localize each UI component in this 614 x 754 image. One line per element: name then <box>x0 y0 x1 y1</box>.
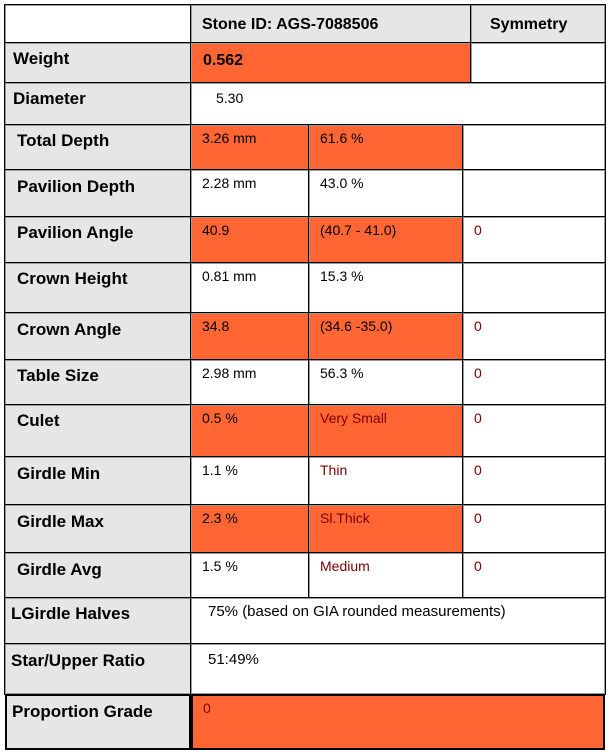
header-corner <box>4 4 192 44</box>
diameter-label: Diameter <box>4 82 192 126</box>
total-depth-label: Total Depth <box>4 124 192 171</box>
girdle-avg-score: 0 <box>462 552 606 599</box>
total-depth-mm: 3.26 mm <box>190 124 310 171</box>
table-size-score: 0 <box>462 359 606 406</box>
crown-angle-range: (34.6 -35.0) <box>308 312 464 361</box>
girdle-min-score: 0 <box>462 456 606 506</box>
crown-angle-score: 0 <box>462 312 606 361</box>
girdle-min-label: Girdle Min <box>4 456 192 506</box>
pavilion-angle-range: (40.7 - 41.0) <box>308 216 464 264</box>
culet-label: Culet <box>4 404 192 458</box>
weight-symmetry <box>470 42 606 84</box>
girdle-min-desc: Thin <box>308 456 464 506</box>
weight-value: 0.562 <box>190 42 472 84</box>
crown-height-pct: 15.3 % <box>308 262 464 314</box>
girdle-max-score: 0 <box>462 504 606 554</box>
girdle-min-pct: 1.1 % <box>190 456 310 506</box>
pavilion-angle-score: 0 <box>462 216 606 264</box>
girdle-max-desc: Sl.Thick <box>308 504 464 554</box>
girdle-avg-label: Girdle Avg <box>4 552 192 599</box>
pavilion-depth-symmetry <box>462 169 606 218</box>
proportion-grade-value: 0 <box>191 694 605 750</box>
girdle-max-label: Girdle Max <box>4 504 192 554</box>
girdle-avg-desc: Medium <box>308 552 464 599</box>
pavilion-angle-label: Pavilion Angle <box>4 216 192 264</box>
star-upper-value: 51:49% <box>190 643 606 695</box>
lgirdle-halves-label: LGirdle Halves <box>4 597 192 645</box>
lgirdle-halves-value: 75% (based on GIA rounded measurements) <box>190 597 606 645</box>
table-size-pct: 56.3 % <box>308 359 464 406</box>
proportion-grade-label: Proportion Grade <box>5 694 191 750</box>
table-size-label: Table Size <box>4 359 192 406</box>
culet-pct: 0.5 % <box>190 404 310 458</box>
crown-height-symmetry <box>462 262 606 314</box>
girdle-max-pct: 2.3 % <box>190 504 310 554</box>
stone-id-header: Stone ID: AGS-7088506 <box>190 4 472 44</box>
crown-height-mm: 0.81 mm <box>190 262 310 314</box>
star-upper-label: Star/Upper Ratio <box>4 643 192 695</box>
total-depth-symmetry <box>462 124 606 171</box>
culet-desc: Very Small <box>308 404 464 458</box>
crown-angle-label: Crown Angle <box>4 312 192 361</box>
pavilion-depth-pct: 43.0 % <box>308 169 464 218</box>
culet-score: 0 <box>462 404 606 458</box>
table-size-mm: 2.98 mm <box>190 359 310 406</box>
weight-label: Weight <box>4 42 192 84</box>
crown-angle-value: 34.8 <box>190 312 310 361</box>
total-depth-pct: 61.6 % <box>308 124 464 171</box>
pavilion-angle-value: 40.9 <box>190 216 310 264</box>
symmetry-header: Symmetry <box>470 4 606 44</box>
crown-height-label: Crown Height <box>4 262 192 314</box>
diameter-value: 5.30 <box>190 82 606 126</box>
girdle-avg-pct: 1.5 % <box>190 552 310 599</box>
pavilion-depth-mm: 2.28 mm <box>190 169 310 218</box>
pavilion-depth-label: Pavilion Depth <box>4 169 192 218</box>
